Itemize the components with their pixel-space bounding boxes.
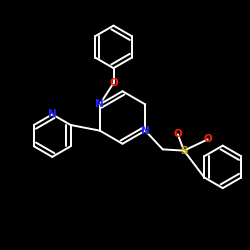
Text: O: O [203,134,212,144]
Text: O: O [173,130,182,140]
Text: N: N [141,126,150,136]
Text: O: O [109,78,118,88]
Text: N: N [96,99,104,110]
Text: S: S [180,146,188,156]
Text: N: N [48,110,57,120]
